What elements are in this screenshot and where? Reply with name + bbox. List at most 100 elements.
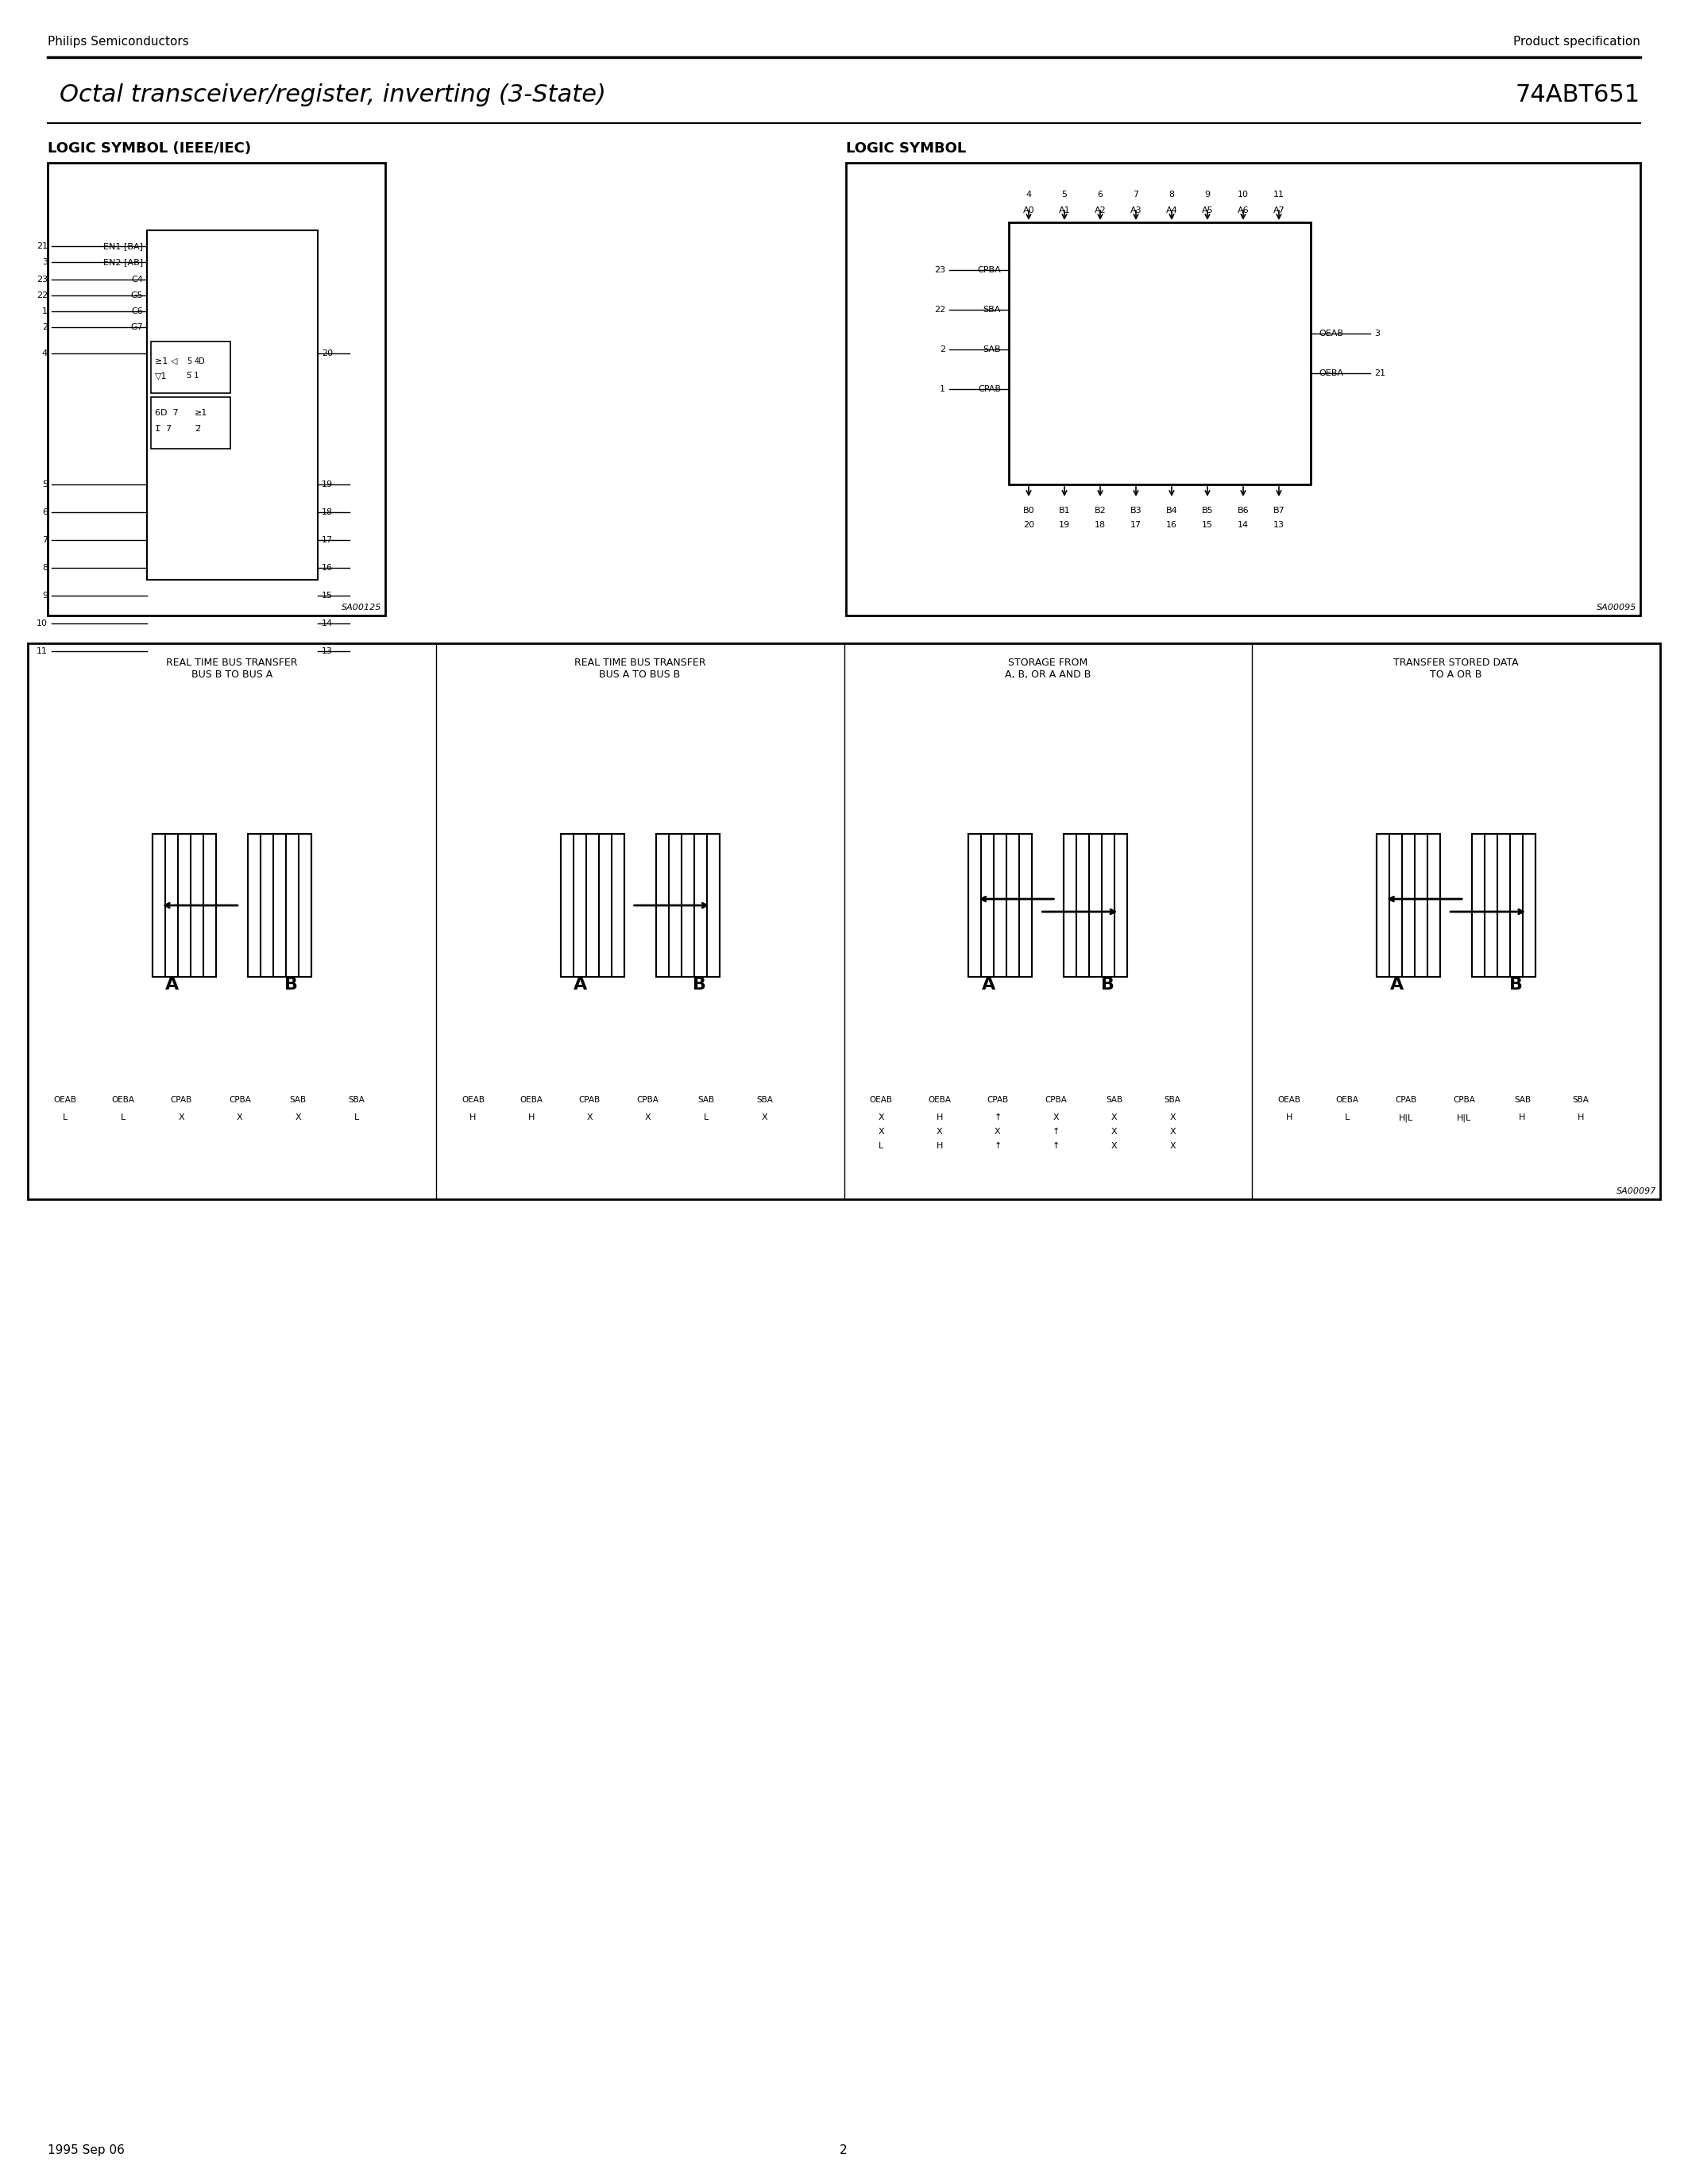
Text: L: L — [122, 1114, 125, 1120]
Text: 20: 20 — [1023, 522, 1035, 529]
Text: H: H — [937, 1114, 942, 1120]
Text: H: H — [1519, 1114, 1526, 1120]
Text: 8: 8 — [1168, 190, 1175, 199]
Text: 21: 21 — [37, 242, 47, 251]
Text: CPBA: CPBA — [977, 266, 1001, 273]
Text: X: X — [878, 1127, 885, 1136]
Text: B: B — [692, 976, 706, 994]
Text: OEAB: OEAB — [1318, 330, 1344, 339]
Text: B3: B3 — [1131, 507, 1141, 515]
Text: A0: A0 — [1023, 207, 1035, 214]
Text: 10: 10 — [37, 620, 47, 627]
Text: OEBA: OEBA — [1318, 369, 1344, 378]
Text: X: X — [1111, 1127, 1117, 1136]
Text: 15: 15 — [1202, 522, 1214, 529]
Text: SA00095: SA00095 — [1597, 603, 1636, 612]
Text: EN2 [AB]: EN2 [AB] — [103, 258, 143, 266]
Text: A3: A3 — [1131, 207, 1141, 214]
Text: ≥1 ◁: ≥1 ◁ — [155, 358, 177, 365]
Text: H: H — [1577, 1114, 1583, 1120]
Text: 4: 4 — [1026, 190, 1031, 199]
Bar — [147, 229, 317, 579]
Text: TRANSFER STORED DATA
TO A OR B: TRANSFER STORED DATA TO A OR B — [1394, 657, 1519, 679]
Text: SA00125: SA00125 — [341, 603, 381, 612]
Text: L: L — [1345, 1114, 1350, 1120]
Text: ▽1: ▽1 — [155, 371, 167, 380]
Text: ↑: ↑ — [994, 1114, 1001, 1120]
Text: 5̅ 1: 5̅ 1 — [187, 371, 199, 380]
Text: 7: 7 — [1133, 190, 1139, 199]
Text: 17: 17 — [1131, 522, 1141, 529]
Text: SAB: SAB — [982, 345, 1001, 354]
Text: C4: C4 — [132, 275, 143, 284]
Bar — [560, 834, 625, 976]
Text: LOGIC SYMBOL (IEEE/IEC): LOGIC SYMBOL (IEEE/IEC) — [47, 142, 252, 155]
Text: 23: 23 — [37, 275, 47, 284]
Text: 7: 7 — [42, 535, 47, 544]
Text: 3: 3 — [42, 258, 47, 266]
Text: ↑: ↑ — [994, 1142, 1001, 1151]
Text: 1995 Sep 06: 1995 Sep 06 — [47, 2145, 125, 2156]
Text: A: A — [982, 976, 996, 994]
Text: A6: A6 — [1237, 207, 1249, 214]
Text: 5: 5 — [1062, 190, 1067, 199]
Text: 6D  7: 6D 7 — [155, 408, 179, 417]
Text: C6: C6 — [132, 308, 143, 314]
Text: X: X — [1170, 1142, 1175, 1151]
Text: A1: A1 — [1058, 207, 1070, 214]
Text: L: L — [879, 1142, 883, 1151]
Text: X: X — [1053, 1114, 1058, 1120]
Text: X: X — [645, 1114, 652, 1120]
Text: OEBA: OEBA — [520, 1096, 544, 1103]
Text: 4: 4 — [42, 349, 47, 358]
Text: 9: 9 — [42, 592, 47, 601]
Text: 9: 9 — [1205, 190, 1210, 199]
Text: OEAB: OEAB — [869, 1096, 893, 1103]
Text: 10: 10 — [1237, 190, 1249, 199]
Text: X: X — [1111, 1142, 1117, 1151]
Text: X: X — [878, 1114, 885, 1120]
Text: 2: 2 — [940, 345, 945, 354]
Text: SBA: SBA — [982, 306, 1001, 314]
Text: H: H — [1286, 1114, 1293, 1120]
Text: CPAB: CPAB — [1394, 1096, 1416, 1103]
Text: OEBA: OEBA — [111, 1096, 135, 1103]
Text: SAB: SAB — [290, 1096, 307, 1103]
Text: CPAB: CPAB — [579, 1096, 601, 1103]
Text: A: A — [1389, 976, 1403, 994]
Text: H: H — [937, 1142, 942, 1151]
Text: LOGIC SYMBOL: LOGIC SYMBOL — [846, 142, 966, 155]
Text: OEAB: OEAB — [54, 1096, 76, 1103]
Text: SBA: SBA — [1573, 1096, 1588, 1103]
Text: X: X — [1170, 1127, 1175, 1136]
Text: X: X — [179, 1114, 184, 1120]
Text: ≥1: ≥1 — [194, 408, 208, 417]
Text: CPBA: CPBA — [230, 1096, 252, 1103]
Text: B1: B1 — [1058, 507, 1070, 515]
Text: 16: 16 — [1166, 522, 1177, 529]
Text: OEAB: OEAB — [461, 1096, 484, 1103]
Bar — [657, 834, 719, 976]
Text: 21: 21 — [1374, 369, 1386, 378]
Text: 14: 14 — [322, 620, 333, 627]
Text: REAL TIME BUS TRANSFER
BUS B TO BUS A: REAL TIME BUS TRANSFER BUS B TO BUS A — [165, 657, 297, 679]
Text: X: X — [937, 1127, 942, 1136]
Bar — [1063, 834, 1128, 976]
Text: 2̅: 2̅ — [194, 426, 201, 432]
Text: STORAGE FROM
A, B, OR A AND B: STORAGE FROM A, B, OR A AND B — [1004, 657, 1090, 679]
Text: B: B — [285, 976, 299, 994]
Text: 1̅  7: 1̅ 7 — [155, 426, 172, 432]
Text: 11: 11 — [37, 646, 47, 655]
Bar — [846, 164, 1641, 616]
Text: B4: B4 — [1166, 507, 1178, 515]
Text: A: A — [574, 976, 587, 994]
Text: SAB: SAB — [1514, 1096, 1531, 1103]
Text: H|L: H|L — [1457, 1114, 1472, 1123]
Text: 19: 19 — [322, 480, 333, 489]
Text: X: X — [1111, 1114, 1117, 1120]
Text: SAB: SAB — [697, 1096, 714, 1103]
Text: SA00097: SA00097 — [1615, 1188, 1656, 1195]
Text: 6: 6 — [42, 509, 47, 515]
Text: OEAB: OEAB — [1278, 1096, 1301, 1103]
Text: A5: A5 — [1202, 207, 1214, 214]
